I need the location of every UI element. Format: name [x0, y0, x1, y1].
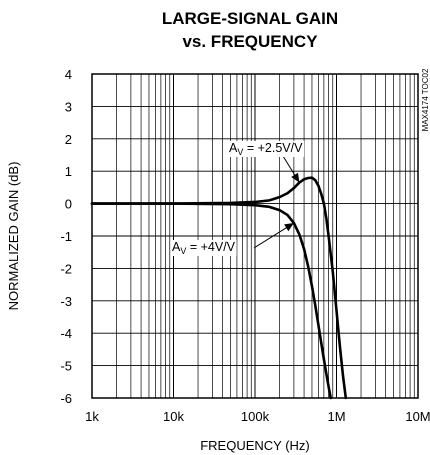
- y-tick-label: -3: [60, 294, 72, 309]
- x-tick-label: 100k: [241, 409, 270, 424]
- x-axis-label: FREQUENCY (Hz): [200, 438, 310, 453]
- y-tick-label: 0: [65, 197, 72, 212]
- series-line-2: [90, 202, 333, 400]
- y-tick-label: 1: [65, 164, 72, 179]
- series-label-2: AV = +4V/V: [172, 240, 236, 256]
- chart-title-line-1: LARGE-SIGNAL GAIN: [162, 9, 338, 28]
- annotation-bg-1: [228, 141, 305, 157]
- y-tick-label: -6: [60, 391, 72, 406]
- chart-title-line-2: vs. FREQUENCY: [182, 32, 318, 51]
- x-tick-label: 1M: [327, 409, 345, 424]
- x-tick-label: 1k: [85, 409, 99, 424]
- y-tick-label: 2: [65, 132, 72, 147]
- series-line-1: [90, 176, 348, 400]
- annotation-arrowhead-2: [284, 223, 294, 232]
- plot-frame: [91, 73, 419, 399]
- series-group: [90, 176, 348, 400]
- tick-labels: 1k 10k 100k 1M 10M 4 3 2 1 0 -1 -2 -3 -4 -5 -6: [60, 67, 430, 424]
- annotation-arrowhead-1: [291, 172, 300, 183]
- y-tick-label: -2: [60, 261, 72, 276]
- grid: [92, 74, 418, 398]
- annotations: AV = +2.5V/V AV = +4V/V: [171, 141, 305, 256]
- y-tick-label: -4: [60, 326, 72, 341]
- y-axis-label: NORMALIZED GAIN (dB): [6, 162, 21, 311]
- y-tick-label: -1: [60, 229, 72, 244]
- series-label-1: AV = +2.5V/V: [229, 141, 303, 157]
- y-tick-label: 4: [65, 67, 72, 82]
- x-tick-label: 10k: [163, 409, 184, 424]
- y-tick-label: 3: [65, 99, 72, 114]
- code-label: MAX4174 TOC02: [421, 68, 430, 131]
- annotation-bg-2: [171, 240, 237, 256]
- y-tick-label: -5: [60, 359, 72, 374]
- x-tick-label: 10M: [405, 409, 430, 424]
